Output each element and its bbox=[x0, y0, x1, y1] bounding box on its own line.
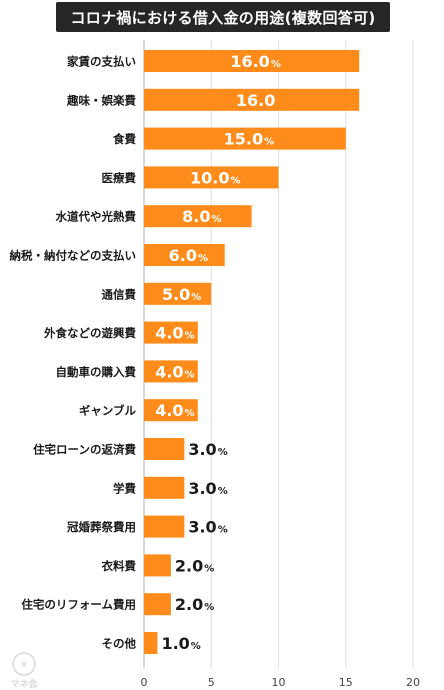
data-label: 4.0% bbox=[155, 362, 194, 381]
bar bbox=[144, 244, 225, 266]
bar bbox=[144, 166, 279, 189]
x-tick-label: 0 bbox=[141, 676, 148, 689]
x-tick-label: 20 bbox=[406, 676, 420, 689]
category-label: 衣料費 bbox=[102, 559, 137, 573]
x-tick-label: 10 bbox=[272, 676, 286, 689]
data-label: 3.0% bbox=[188, 479, 227, 498]
category-label: 医療費 bbox=[102, 171, 137, 185]
bar bbox=[144, 205, 252, 228]
bar bbox=[144, 282, 212, 305]
category-label: 通信費 bbox=[102, 287, 137, 301]
bar bbox=[144, 632, 158, 654]
data-label: 2.0% bbox=[175, 595, 214, 614]
bar bbox=[144, 554, 171, 577]
bar bbox=[144, 321, 198, 344]
category-label: 冠婚葬祭費用 bbox=[67, 520, 136, 534]
category-label: その他 bbox=[102, 637, 137, 651]
data-label: 8.0% bbox=[182, 207, 221, 226]
data-label: 2.0% bbox=[175, 556, 214, 575]
category-label: 学費 bbox=[113, 481, 136, 495]
bar bbox=[144, 88, 360, 111]
bar bbox=[144, 593, 171, 616]
svg-text:¥: ¥ bbox=[21, 660, 27, 671]
category-label: 住宅ローンの返済費 bbox=[33, 443, 136, 457]
data-label: 4.0% bbox=[155, 324, 194, 343]
data-label: 3.0% bbox=[188, 518, 227, 537]
watermark-text: マネ会 bbox=[10, 678, 38, 690]
data-label: 16.0 bbox=[236, 91, 275, 110]
bar bbox=[144, 360, 198, 383]
category-label: 趣味・娯楽費 bbox=[66, 93, 136, 107]
x-tick-label: 5 bbox=[208, 676, 215, 689]
category-label: 食費 bbox=[113, 132, 136, 146]
category-label: 納税・納付などの支払い bbox=[10, 249, 137, 263]
chart-title-bar: コロナ禍における借入金の用途(複数回答可) bbox=[56, 2, 390, 32]
bar bbox=[144, 399, 198, 422]
category-label: 家賃の支払い bbox=[67, 55, 136, 69]
bar bbox=[144, 515, 185, 538]
data-label: 16.0% bbox=[230, 52, 281, 71]
data-label: 5.0% bbox=[162, 285, 201, 304]
money-face-icon: ¥ マネ会 bbox=[10, 652, 38, 690]
bar bbox=[144, 438, 185, 460]
bar bbox=[144, 476, 185, 499]
bar bbox=[144, 50, 360, 72]
x-tick-label: 15 bbox=[339, 676, 353, 689]
data-label: 4.0% bbox=[155, 401, 194, 420]
data-label: 10.0% bbox=[190, 168, 241, 187]
chart-title: コロナ禍における借入金の用途(複数回答可) bbox=[70, 8, 376, 27]
data-label: 1.0% bbox=[161, 634, 200, 653]
data-label: 15.0% bbox=[224, 130, 275, 149]
data-label: 6.0% bbox=[169, 246, 208, 265]
category-label: 自動車の購入費 bbox=[56, 365, 137, 379]
data-label: 3.0% bbox=[188, 440, 227, 459]
bar bbox=[144, 127, 346, 150]
category-label: 住宅のリフォーム費用 bbox=[21, 598, 136, 612]
category-label: 外食などの遊興費 bbox=[43, 326, 136, 340]
category-label: 水道代や光熱費 bbox=[56, 210, 137, 224]
category-label: ギャンブル bbox=[79, 404, 137, 418]
